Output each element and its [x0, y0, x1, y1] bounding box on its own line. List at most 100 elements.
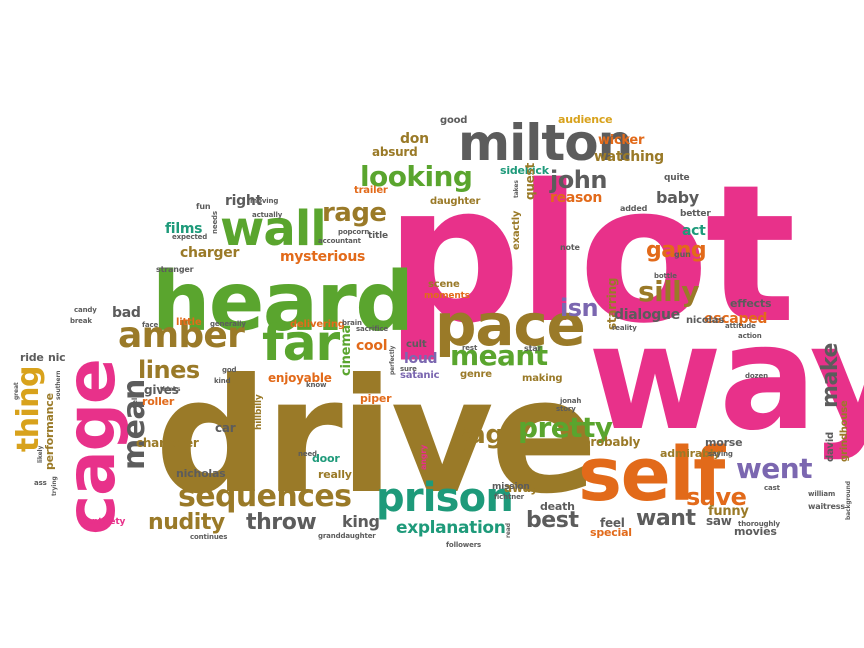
word: movies — [734, 525, 777, 538]
word: fichtner — [494, 493, 524, 501]
word: ass — [34, 479, 47, 487]
word: gives — [144, 383, 179, 397]
word: know — [306, 381, 327, 389]
word: plot — [385, 144, 796, 365]
word: little — [176, 317, 202, 328]
word: far — [262, 314, 340, 372]
word: rage — [322, 198, 387, 228]
word: act — [682, 223, 706, 239]
word: right — [225, 193, 262, 209]
word: king — [342, 512, 380, 531]
word: dozen — [745, 372, 768, 380]
word: waitress — [808, 502, 845, 511]
word: isn — [560, 294, 599, 322]
word: thoroughly — [738, 520, 780, 528]
word: break — [70, 317, 92, 325]
word: entirety — [86, 517, 126, 527]
word: wicker — [598, 133, 645, 148]
word: added — [620, 204, 648, 213]
word: read — [505, 523, 512, 538]
word: door — [312, 452, 340, 465]
word: audience — [558, 113, 613, 126]
word: enjoyable — [268, 371, 332, 385]
word: tell — [131, 395, 139, 408]
word: admirably — [660, 447, 721, 460]
word: face — [142, 321, 159, 329]
word: good — [440, 115, 468, 126]
word: make — [818, 343, 843, 408]
word: thing — [11, 366, 46, 452]
word: throw — [246, 510, 317, 535]
word: pace — [435, 291, 586, 359]
word: morse — [705, 436, 743, 449]
word: don — [400, 131, 429, 147]
word: jonah — [560, 397, 582, 405]
word: need — [298, 450, 317, 458]
word: attitude — [725, 322, 756, 330]
word: explanation — [396, 518, 506, 538]
word: lines — [138, 356, 200, 384]
word: story — [556, 405, 576, 413]
word: piper — [360, 392, 392, 405]
word: special — [590, 526, 632, 539]
word: escaped — [704, 311, 768, 327]
word: perfectly — [389, 345, 396, 375]
word: rest — [462, 344, 478, 352]
word: way — [588, 294, 864, 463]
word: wall — [220, 201, 327, 257]
word: amber — [118, 315, 245, 356]
word: generally — [210, 320, 246, 328]
word: character — [136, 436, 199, 450]
word: saw — [706, 514, 732, 528]
word: moving — [250, 197, 279, 205]
word: trying — [51, 476, 58, 496]
word: self — [578, 432, 725, 518]
word: want — [636, 506, 696, 531]
word: delivering — [290, 319, 345, 330]
word: roller — [142, 395, 175, 408]
word: john — [550, 166, 607, 194]
word: better — [680, 209, 711, 219]
word: brain — [342, 319, 362, 327]
word: quest — [523, 163, 537, 200]
word: death — [540, 500, 575, 513]
word: charger — [180, 245, 240, 261]
word: thinks — [160, 386, 181, 393]
word: sacrifice — [356, 325, 388, 333]
word: angry — [419, 444, 428, 470]
word: bottle — [654, 272, 677, 280]
word: drive — [155, 345, 598, 529]
word: baby — [656, 188, 699, 207]
word: effects — [730, 297, 772, 310]
word: hillbilly — [254, 394, 264, 430]
word: note — [560, 243, 580, 252]
word: grindhouse — [839, 400, 850, 462]
word: cast — [764, 484, 780, 492]
word: actually — [252, 211, 283, 219]
word: gun — [674, 250, 691, 259]
word: title — [368, 231, 388, 241]
word: accountant — [318, 237, 361, 245]
word: kind — [214, 377, 231, 385]
word: cage — [52, 359, 131, 535]
word: away — [504, 481, 538, 495]
word: car — [215, 421, 236, 435]
word: david — [825, 431, 836, 462]
word: save — [686, 483, 747, 511]
word: absurd — [372, 145, 418, 159]
word: sidekick — [500, 164, 549, 177]
word: silly — [638, 275, 699, 308]
word: saying — [708, 450, 733, 458]
word: feel — [600, 516, 625, 530]
word: reason — [550, 190, 603, 206]
word: cinema — [339, 325, 354, 376]
word: nicolas — [686, 315, 725, 326]
word: southern — [55, 370, 62, 400]
word: nudity — [148, 510, 225, 535]
word: mysterious — [280, 249, 366, 265]
word: milton — [458, 114, 633, 172]
word: daughter — [430, 196, 481, 207]
word: prison — [376, 475, 514, 521]
word: action — [738, 332, 762, 340]
